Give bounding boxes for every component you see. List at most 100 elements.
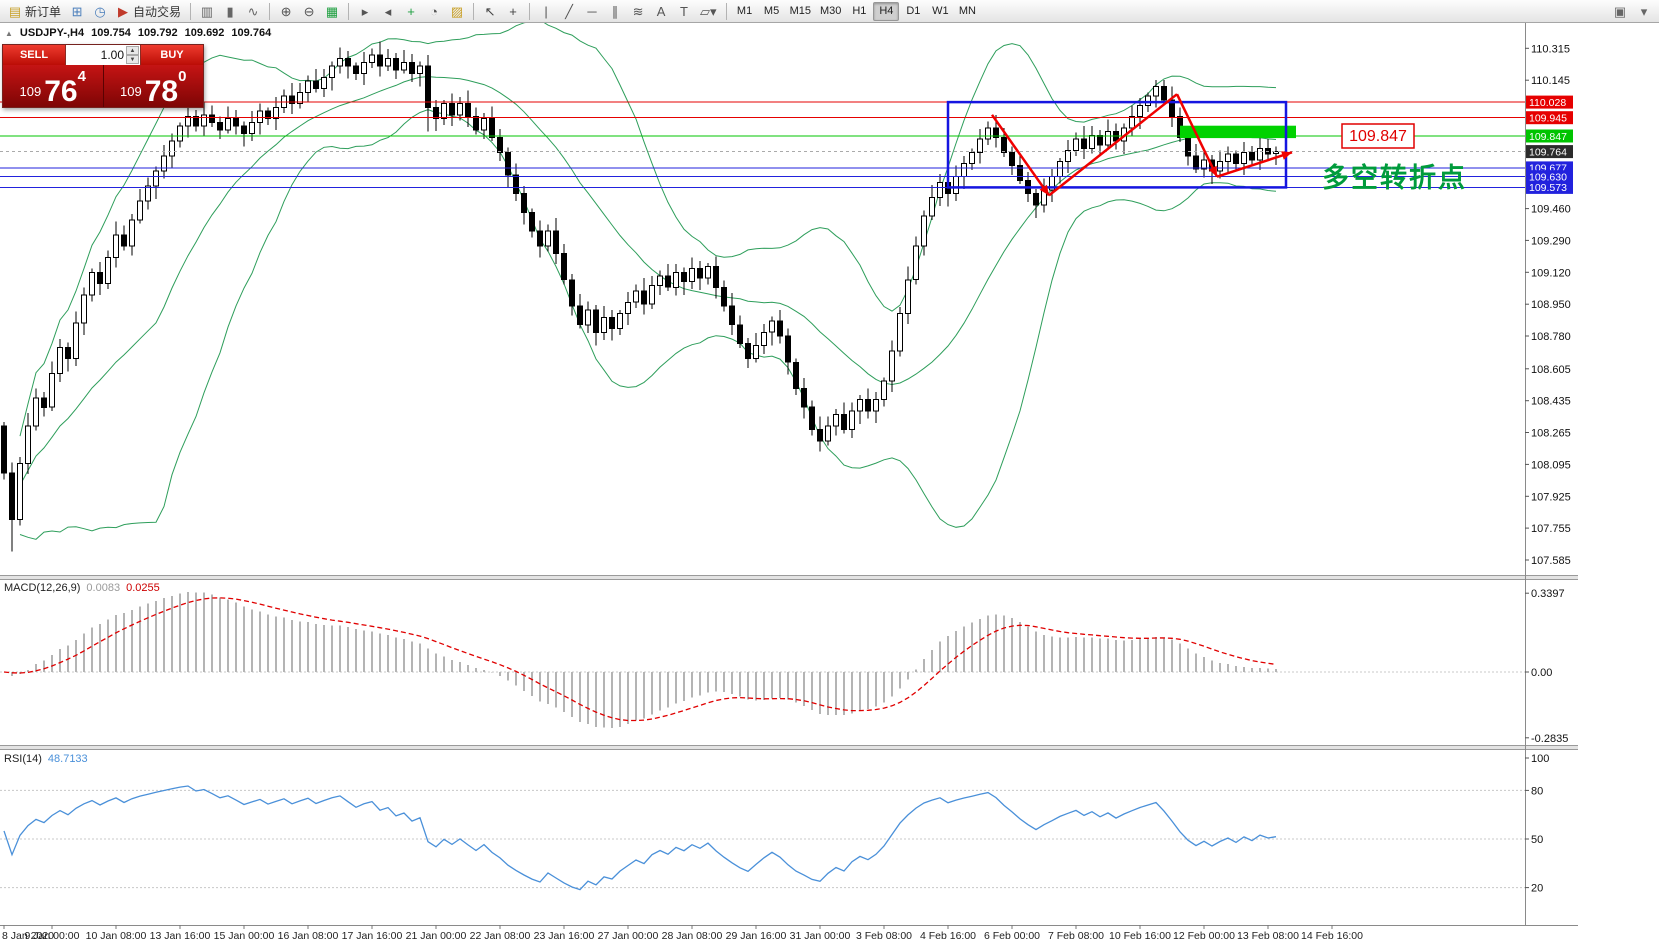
rsi-axis[interactable]: 100 80 50 20 bbox=[1525, 753, 1549, 895]
time-tick-label: 23 Jan 16:00 bbox=[534, 930, 595, 942]
timeframe-m5-button[interactable]: M5 bbox=[763, 5, 780, 17]
ohlc-open: 109.754 bbox=[91, 27, 131, 39]
green-zone-rectangle[interactable] bbox=[1180, 125, 1296, 139]
toolbar-more-tools-button[interactable]: ▾ bbox=[1633, 1, 1655, 21]
symbol-info: ▲ USDJPY-,H4 109.754 109.792 109.692 109… bbox=[5, 27, 271, 39]
time-tick-label: 27 Jan 00:00 bbox=[598, 930, 659, 942]
buy-price-button[interactable]: 109 78 0 bbox=[102, 65, 203, 107]
rsi-tick-label: 50 bbox=[1531, 834, 1543, 846]
toolbar-zoom-out-button[interactable]: ⊖ bbox=[298, 1, 320, 21]
timeframe-w1-button[interactable]: W1 bbox=[932, 5, 949, 17]
time-tick-label: 13 Feb 08:00 bbox=[1237, 930, 1299, 942]
toolbar-periods-button[interactable]: ◔ bbox=[423, 1, 445, 21]
macd-tick-label: 0.00 bbox=[1531, 667, 1552, 679]
rsi-name: RSI(14) bbox=[4, 753, 42, 765]
price-tick-label: 108.780 bbox=[1531, 331, 1571, 343]
timeframe-h1-button[interactable]: H1 bbox=[852, 5, 867, 17]
trend-arrow-line bbox=[1175, 93, 1219, 178]
toolbar-separator bbox=[473, 2, 475, 20]
trend-arrow-head bbox=[1281, 151, 1292, 160]
toolbar-indicators-button[interactable]: + bbox=[400, 1, 422, 21]
symbol-title: USDJPY-,H4 bbox=[19, 27, 85, 39]
macd-signal-line bbox=[3, 597, 1277, 722]
horizontal-price-lines[interactable] bbox=[0, 101, 1525, 188]
ohlc-low: 109.692 bbox=[184, 27, 225, 39]
timeframe-h4-button[interactable]: H4 bbox=[873, 1, 900, 21]
price-tick-label: 108.095 bbox=[1531, 459, 1571, 471]
price-tick-label: 110.145 bbox=[1531, 75, 1570, 87]
toolbar-tile-windows-button[interactable]: ▦ bbox=[321, 1, 343, 21]
rsi-value: 48.7133 bbox=[47, 753, 88, 765]
main-toolbar: ▤ 新订单 ⊞ ◷ ▶ 自动交易 ▥ ▮ ∿ ⊕ ⊖ ▦ ▸ ◂ + ◔ ▨ ↖ + | ╱ ─ ∥ ≋ A T ▱▾ M1 M5 M15… bbox=[0, 0, 1659, 23]
toolbar-auto-trading-button[interactable]: ▶ 自动交易 bbox=[112, 1, 185, 21]
volume-value[interactable]: 1.00 bbox=[100, 48, 124, 62]
timeframe-m30-button[interactable]: M30 bbox=[819, 5, 842, 17]
consolidation-box[interactable] bbox=[946, 100, 1288, 189]
toolbar-fibonacci-button[interactable]: ≋ bbox=[627, 1, 649, 21]
toolbar-templates-button[interactable]: ▨ bbox=[446, 1, 468, 21]
time-tick-label: 17 Jan 16:00 bbox=[342, 930, 403, 942]
sell-button[interactable]: SELL bbox=[3, 45, 65, 65]
toolbar-windows-button[interactable]: ▣ bbox=[1609, 1, 1631, 21]
price-marker-badge bbox=[1526, 111, 1573, 125]
toolbar-refresh-button[interactable]: ◷ bbox=[89, 1, 111, 21]
timeframe-d1-button[interactable]: D1 bbox=[906, 5, 921, 17]
toolbar-shapes-button[interactable]: ▱▾ bbox=[696, 1, 721, 21]
timeframe-m1-button[interactable]: M1 bbox=[736, 5, 753, 17]
macd-name: MACD(12,26,9) bbox=[4, 582, 81, 594]
rsi-line bbox=[3, 785, 1277, 891]
time-tick-label: 15 Jan 00:00 bbox=[214, 930, 275, 942]
panel-separator[interactable] bbox=[0, 575, 1578, 580]
macd-main-value: 0.0083 bbox=[86, 582, 121, 594]
toolbar-separator bbox=[725, 2, 727, 20]
price-marker-label: 109.945 bbox=[1529, 113, 1567, 125]
toolbar-chart-line-button[interactable]: ∿ bbox=[242, 1, 264, 21]
price-tick-label: 108.265 bbox=[1531, 428, 1571, 440]
timeframe-mn-button[interactable]: MN bbox=[958, 5, 976, 17]
price-marker-badge bbox=[1526, 129, 1573, 143]
trend-arrows[interactable] bbox=[990, 93, 1293, 197]
volume-decrease-button[interactable]: ▼ bbox=[126, 55, 139, 64]
text-icon: A bbox=[656, 3, 666, 19]
macd-axis[interactable]: 0.3397 0.00 -0.2835 bbox=[1525, 588, 1568, 745]
one-click-toggle-icon[interactable]: ▲ bbox=[5, 28, 13, 38]
bid-main-digits: 76 bbox=[44, 74, 78, 108]
macd-signal-value: 0.0255 bbox=[126, 582, 160, 594]
toolbar-vertical-line-button[interactable]: | bbox=[535, 1, 557, 21]
toolbar-cursor-button[interactable]: ↖ bbox=[479, 1, 501, 21]
price-tag-annotation[interactable]: 109.847 bbox=[1341, 123, 1415, 149]
toolbar-auto-scroll-button[interactable]: ▸ bbox=[354, 1, 376, 21]
toolbar-text-label-button[interactable]: T bbox=[673, 1, 695, 21]
sell-price-button[interactable]: 109 76 4 bbox=[3, 65, 103, 107]
toolbar-charts-window-button[interactable]: ⊞ bbox=[66, 1, 88, 21]
toolbar-chart-shift-button[interactable]: ◂ bbox=[377, 1, 399, 21]
toolbar-new-order-button[interactable]: ▤ 新订单 bbox=[4, 1, 65, 21]
buy-button[interactable]: BUY bbox=[141, 45, 203, 65]
toolbar-crosshair-button[interactable]: + bbox=[502, 1, 524, 21]
price-axis[interactable]: 110.315 110.145 109.460 109.290 109.120 108.9… bbox=[1525, 43, 1573, 567]
crosshair-icon: + bbox=[509, 3, 517, 19]
toolbar-channel-button[interactable]: ∥ bbox=[604, 1, 626, 21]
volume-field[interactable]: 1.00 ▲ ▼ bbox=[65, 45, 141, 65]
toolbar-horizontal-line-button[interactable]: ─ bbox=[581, 1, 603, 21]
panel-separator[interactable] bbox=[0, 745, 1578, 750]
time-tick-label: 21 Jan 00:00 bbox=[406, 930, 467, 942]
timeframe-m15-button[interactable]: M15 bbox=[789, 5, 811, 17]
price-marker-badge bbox=[1526, 145, 1573, 159]
time-tick-label: 12 Feb 00:00 bbox=[1173, 930, 1235, 942]
turning-point-note[interactable]: 多空转折点 bbox=[1322, 163, 1467, 194]
toolbar-text-button[interactable]: A bbox=[650, 1, 672, 21]
price-marker-label: 109.764 bbox=[1529, 146, 1567, 158]
time-tick-label: 31 Jan 00:00 bbox=[790, 930, 851, 942]
toolbar-chart-bars-button[interactable]: ▥ bbox=[196, 1, 218, 21]
volume-increase-button[interactable]: ▲ bbox=[126, 46, 139, 55]
windows-icon: ▣ bbox=[1613, 3, 1627, 19]
trend-arrow-head bbox=[1208, 165, 1217, 177]
toolbar-zoom-in-button[interactable]: ⊕ bbox=[275, 1, 297, 21]
toolbar-chart-candles-button[interactable]: ▮ bbox=[219, 1, 241, 21]
toolbar-trendline-button[interactable]: ╱ bbox=[558, 1, 580, 21]
time-tick-label: 10 Jan 08:00 bbox=[86, 930, 147, 942]
